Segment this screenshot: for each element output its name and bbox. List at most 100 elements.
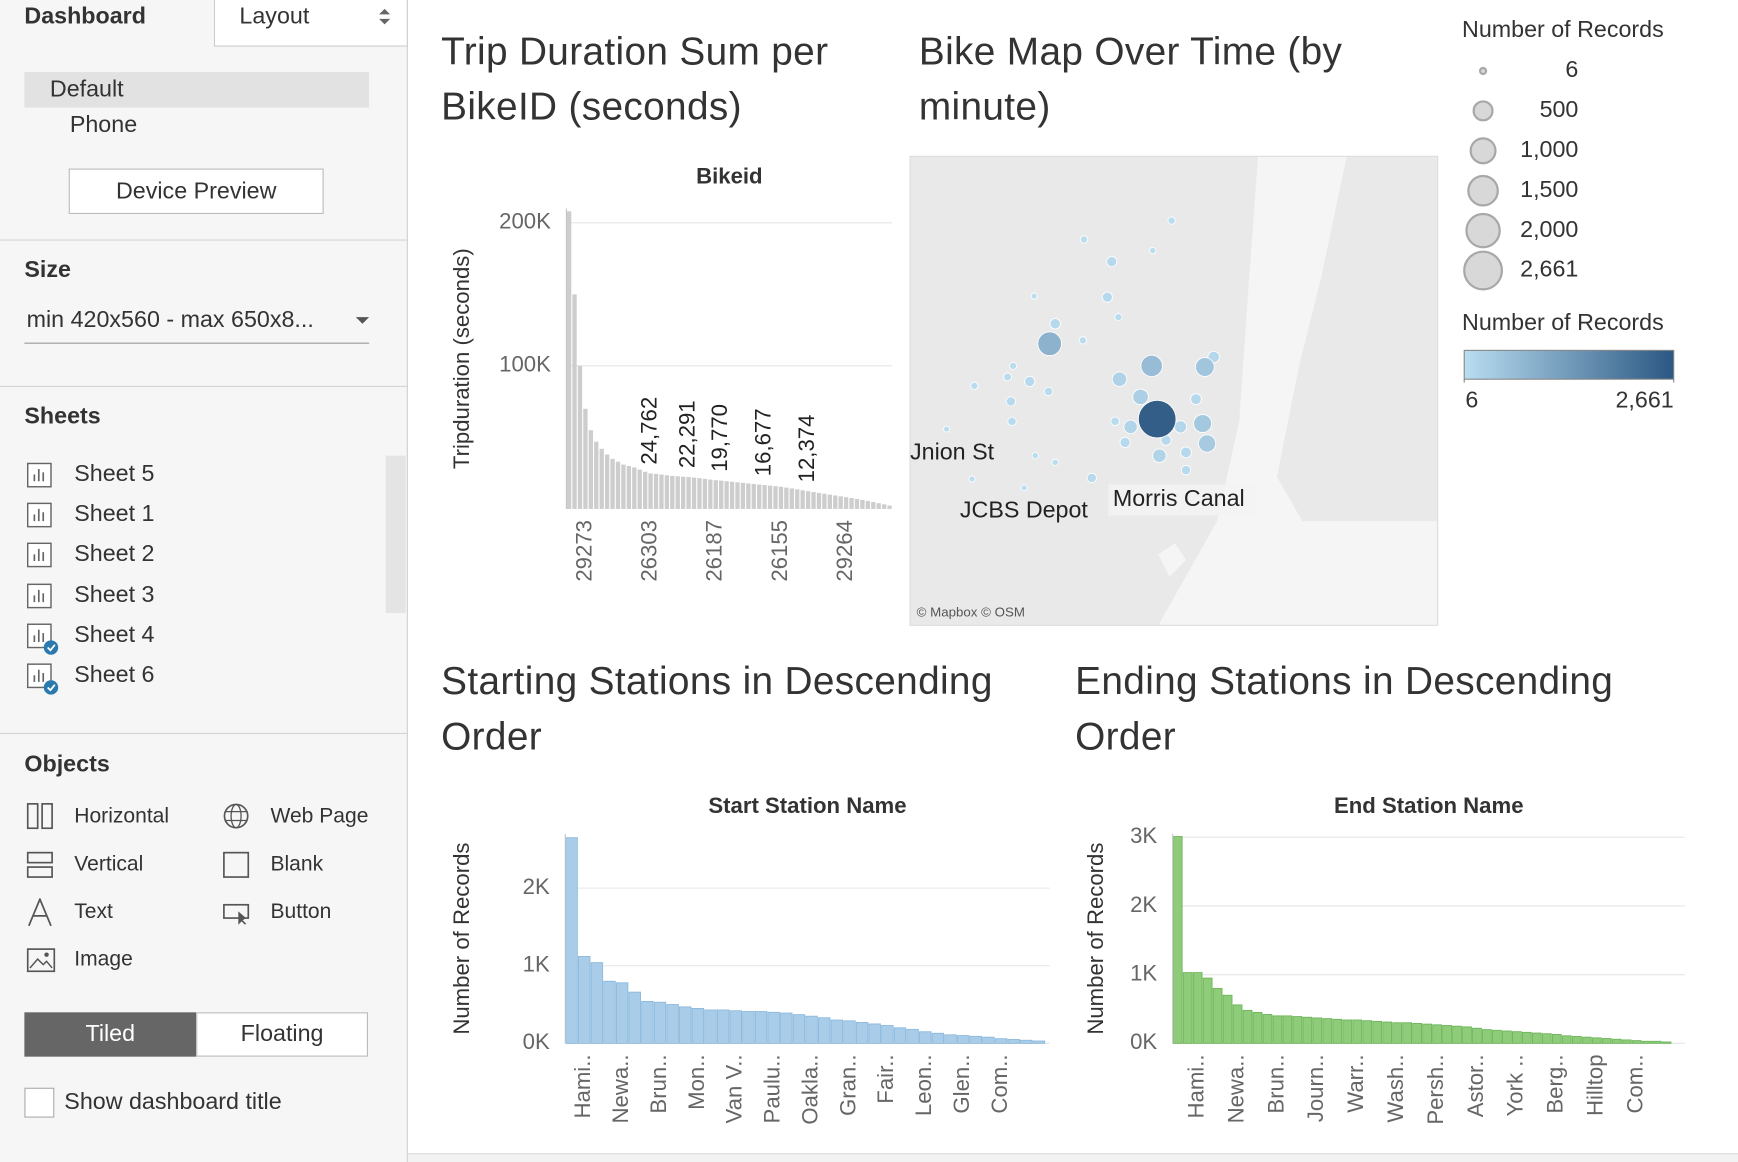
bar [1312, 1017, 1323, 1044]
separator [0, 732, 407, 735]
bar [1492, 1029, 1502, 1044]
bar [1392, 1022, 1403, 1044]
scrollbar[interactable] [385, 455, 406, 614]
bar [865, 500, 870, 509]
bar [1192, 972, 1203, 1044]
chart-title: Starting Stations in Descending Order [441, 659, 993, 759]
tiled-button[interactable]: Tiled [24, 1012, 197, 1057]
object-horizontal[interactable]: Horizontal [74, 804, 170, 829]
bar [1172, 836, 1183, 1044]
bar [754, 1011, 768, 1044]
sheet-icon [26, 583, 52, 608]
device-default[interactable]: Default [49, 76, 124, 103]
sheet-row[interactable]: Sheet 2 [0, 540, 382, 571]
sheet-icon [26, 502, 52, 528]
station-bubble [1167, 216, 1176, 225]
bar [800, 490, 805, 509]
y-axis-title: Tripduration (seconds) [449, 248, 474, 469]
chart-title: Ending Stations in Descending Order [1075, 659, 1614, 759]
station-bubble [1111, 371, 1128, 387]
object-text[interactable]: Text [74, 900, 113, 924]
color-legend-label: 6 [1465, 387, 1478, 413]
bar [1342, 1019, 1353, 1044]
value-label: 16,677 [751, 408, 776, 476]
x-tick-label: Newa.. [1223, 1054, 1248, 1123]
bar [1511, 1031, 1522, 1044]
sheet-name: Sheet 3 [74, 581, 155, 608]
y-tick-label: 2K [1130, 892, 1157, 917]
show-title-label[interactable]: Show dashboard title [64, 1088, 282, 1115]
object-button[interactable]: Button [270, 900, 332, 924]
size-legend-label: 500 [1540, 96, 1579, 122]
device-preview-button[interactable]: Device Preview [68, 168, 324, 214]
station-bubble [968, 475, 976, 483]
x-axis-title: End Station Name [1334, 793, 1524, 818]
bar [1432, 1024, 1442, 1044]
x-tick-label: 29264 [832, 520, 857, 582]
tab-arrows [379, 8, 391, 25]
bar [1472, 1027, 1482, 1044]
station-bubble [1078, 336, 1088, 345]
bar [780, 1012, 793, 1044]
selected-device-row[interactable] [24, 72, 370, 108]
sheet-row[interactable]: Sheet 3 [0, 581, 382, 612]
bar [615, 982, 629, 1044]
value-label: 12,374 [794, 415, 819, 483]
bar [830, 1019, 844, 1044]
station-bubble [1194, 357, 1215, 377]
floating-button[interactable]: Floating [196, 1012, 368, 1057]
sheet-icon [26, 623, 59, 655]
label-background [1108, 484, 1257, 516]
station-bubble [1007, 416, 1017, 427]
bar [697, 478, 702, 509]
station-bubble [1149, 246, 1157, 255]
show-title-checkbox[interactable] [24, 1087, 55, 1118]
x-tick-label: Gran.. [835, 1054, 860, 1116]
station-bubble [970, 381, 979, 390]
sheet-row[interactable]: Sheet 4 [0, 621, 382, 655]
device-phone[interactable]: Phone [69, 111, 138, 138]
size-dropdown[interactable]: min 420x560 - max 650x8... [26, 307, 314, 333]
x-tick-label: Fair.. [873, 1054, 898, 1103]
sheet-name: Sheet 2 [74, 541, 155, 568]
bar [881, 504, 887, 509]
sheet-name: Sheet 6 [74, 661, 155, 688]
bar [816, 492, 822, 509]
station-bubble [1110, 416, 1120, 427]
bar [893, 1027, 907, 1044]
size-legend-label: 6 [1565, 56, 1578, 82]
station-bubble [1173, 420, 1188, 434]
object-vertical[interactable]: Vertical [74, 852, 144, 876]
object-web-page[interactable]: Web Page [270, 804, 369, 829]
map-water [1158, 156, 1438, 626]
icon-blank [223, 851, 250, 878]
station-bubble [1079, 235, 1089, 244]
bar [603, 980, 616, 1044]
dashboard-tab[interactable]: Dashboard [24, 3, 146, 29]
sheet-row[interactable]: Sheet 6 [0, 661, 382, 695]
x-tick-label: Com.. [987, 1054, 1012, 1113]
bar [757, 484, 762, 509]
station-bubble [1043, 386, 1054, 397]
object-image[interactable]: Image [74, 948, 133, 972]
bar [1502, 1030, 1512, 1044]
size-legend-label: 1,500 [1520, 176, 1578, 202]
bar [860, 499, 865, 509]
bar [822, 493, 827, 509]
bar [1531, 1032, 1542, 1044]
y-tick-label: 0K [523, 1029, 550, 1054]
bar [767, 1011, 780, 1044]
sheet-row[interactable]: Sheet 1 [0, 500, 382, 531]
color-legend-label: 2,661 [1615, 387, 1673, 413]
bar [805, 491, 811, 509]
bar [1232, 1004, 1243, 1044]
bar [648, 473, 653, 509]
sheet-row[interactable]: Sheet 5 [0, 460, 382, 491]
layout-tab[interactable]: Layout [213, 0, 408, 47]
object-blank[interactable]: Blank [270, 852, 324, 876]
bar [762, 485, 767, 509]
bar [1242, 1009, 1253, 1044]
icon-image [26, 948, 56, 973]
place-label: JCBS Depot [960, 496, 1089, 522]
